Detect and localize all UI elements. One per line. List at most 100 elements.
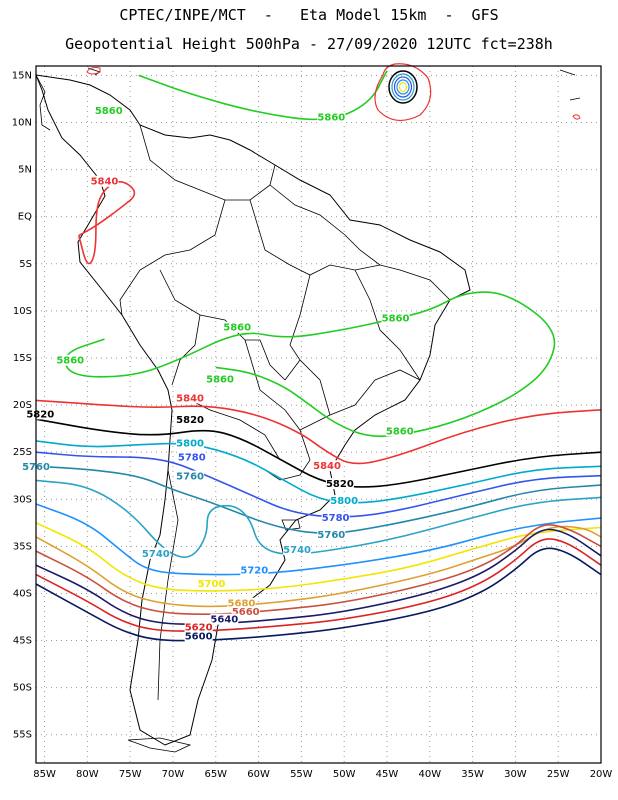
coastline-borders [35,67,581,753]
contour-label-bg [385,425,414,437]
x-tick-label: 35W [461,769,484,780]
x-tick-label: 30W [504,769,527,780]
contour-label-5860: 5860 [382,313,410,324]
x-tick-label: 20W [590,769,613,780]
contour-label-5780: 5780 [322,513,350,524]
contour-label-bg [176,392,205,404]
y-tick-label: 35S [13,541,32,552]
contour-label-5860: 5860 [317,113,345,124]
contour-label-bg [317,111,346,123]
contour-5840 [35,399,602,465]
contour-label-5760: 5760 [317,530,345,541]
contour-label-bg [325,478,354,490]
x-tick-label: 55W [290,769,313,780]
contour-label-bg [176,437,205,449]
contour-label-5700: 5700 [198,579,226,590]
contour-label-bg [240,564,269,576]
y-tick-label: 40S [13,588,32,599]
x-tick-labels: 85W 80W 75W 70W 65W 60W 55W 50W 45W 40W 35W 30W 25W 2… [33,769,612,780]
y-tick-label: 50S [13,683,32,694]
contour-5660 [35,524,602,616]
y-tick-label: 15N [12,70,32,81]
central-america [35,67,581,131]
contour-label-bg [176,470,205,482]
contour-label-5840: 5840 [176,393,204,404]
contour-label-bg [210,613,239,625]
contour-label-bg [176,414,205,426]
contour-label-5840: 5840 [91,177,119,188]
chart-subtitle: Geopotential Height 500hPa - 27/09/2020 … [65,35,553,53]
y-tick-label: 45S [13,636,32,647]
y-tick-label: 55S [13,730,32,741]
contour-5720 [35,503,602,576]
contour-label-5820: 5820 [326,479,354,490]
x-tick-label: 80W [76,769,99,780]
y-tick-label: 15S [13,353,32,364]
tierra-del-fuego [127,737,192,753]
contour-label-bg [184,621,213,633]
contour-label-5740: 5740 [142,549,170,560]
contour-5740 [35,479,602,558]
contour-label-bg [206,373,235,385]
x-tick-label: 60W [247,769,270,780]
contour-label-5860: 5860 [95,106,123,117]
x-tick-label: 65W [204,769,227,780]
country-borders [119,124,451,701]
falkland-islands [281,519,301,531]
y-tick-label: 5S [19,259,32,270]
y-tick-labels: 15N 10N 5N EQ 5S 10S 15S 20S 25S 30S 35S 40S 45S 50S 5… [12,70,32,740]
contour-label-bg [223,321,252,333]
contour-label-5620: 5620 [185,622,213,633]
contour-label-5860: 5860 [206,375,234,386]
contour-5700 [35,522,602,592]
y-tick-label: 20S [13,400,32,411]
y-tick-label: 30S [13,494,32,505]
contour-5860 [138,70,388,121]
contour-label-5760: 5760 [176,472,204,483]
contour-label-5800: 5800 [176,439,204,450]
plot-frame [35,65,602,764]
contour-5780 [35,451,602,518]
height-contours: 5860586058605860586058605860584058405840… [22,70,602,643]
y-tick-label: 25S [13,447,32,458]
contour-label-5640: 5640 [210,615,238,626]
y-tick-label: 5N [18,165,32,176]
x-tick-label: 85W [33,769,56,780]
contour-label-bg [94,105,123,117]
contour-label-bg [177,451,206,463]
contour-label-5680: 5680 [228,599,256,610]
x-tick-label: 45W [376,769,399,780]
contour-label-5840: 5840 [313,461,341,472]
x-tick-label: 40W [418,769,441,780]
contour-label-bg [317,528,346,540]
contour-5860 [64,291,556,438]
contour-5640 [35,528,602,625]
contour-label-bg [56,354,85,366]
contour-label-5780: 5780 [178,453,206,464]
contour-label-5820: 5820 [26,409,54,420]
chart-title: CPTEC/INPE/MCT - Eta Model 15km - GFS [119,6,499,24]
contour-5620 [35,538,602,632]
contour-label-bg [381,312,410,324]
contour-label-5600: 5600 [185,632,213,643]
y-tick-label: 10S [13,306,32,317]
contour-5840 [78,181,136,265]
contour-5820 [35,418,602,488]
lat-lon-grid [36,66,602,763]
contour-5800 [35,440,602,504]
contour-label-bg [197,577,226,589]
x-tick-label: 25W [547,769,570,780]
contour-label-bg [141,547,170,559]
contour-label-bg [313,460,342,472]
contour-label-bg [321,511,350,523]
x-tick-label: 75W [119,769,142,780]
contour-label-5720: 5720 [240,566,268,577]
contour-label-bg [231,606,260,618]
contour-label-bg [330,495,359,507]
contour-5760 [35,465,602,534]
contour-5600 [35,547,602,642]
x-tick-label: 50W [333,769,356,780]
contour-label-bg [26,408,55,420]
contour-label-bg [283,544,312,556]
